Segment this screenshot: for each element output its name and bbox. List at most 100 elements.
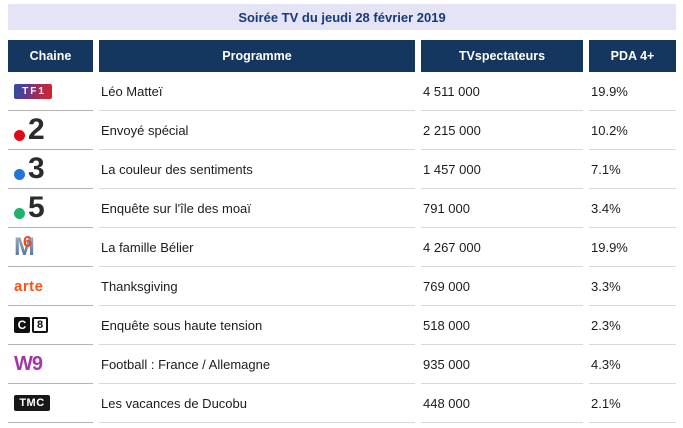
viewers-cell: 448 000: [421, 384, 583, 423]
france-3-digit: 3: [28, 152, 45, 185]
pda-cell: 3.3%: [589, 267, 676, 306]
pda-value: 4.3%: [591, 356, 621, 372]
programme-title: Enquête sur l'île des moaï: [101, 200, 251, 216]
viewers-value: 1 457 000: [423, 161, 481, 177]
viewers-value: 935 000: [423, 356, 470, 372]
channel-logo-cell-arte: arte: [8, 267, 93, 306]
programme-cell: La famille Bélier: [99, 228, 415, 267]
m6-letter-m: M: [14, 232, 35, 261]
france-3-logo: 3: [14, 154, 45, 184]
tmc-logo: TMC: [14, 395, 50, 411]
france-2-logo: 2: [14, 115, 45, 145]
table-row-france-2: 2 Envoyé spécial 2 215 000 10.2%: [8, 111, 676, 150]
table-row-arte: arte Thanksgiving 769 000 3.3%: [8, 267, 676, 306]
channel-logo-cell-tf1: TF1: [8, 72, 93, 111]
viewers-cell: 1 457 000: [421, 150, 583, 189]
viewers-cell: 2 215 000: [421, 111, 583, 150]
france-5-logo: 5: [14, 193, 45, 223]
tf1-logo: TF1: [14, 83, 52, 99]
programme-title: La couleur des sentiments: [101, 161, 253, 177]
france-2-digit: 2: [28, 113, 45, 146]
programme-cell: Enquête sous haute tension: [99, 306, 415, 345]
pda-cell: 2.1%: [589, 384, 676, 423]
table-row-tf1: TF1 Léo Matteï 4 511 000 19.9%: [8, 72, 676, 111]
france-5-digit: 5: [28, 191, 45, 224]
pda-cell: 19.9%: [589, 72, 676, 111]
viewers-value: 2 215 000: [423, 122, 481, 138]
programme-cell: Thanksgiving: [99, 267, 415, 306]
programme-cell: Envoyé spécial: [99, 111, 415, 150]
programme-title: La famille Bélier: [101, 239, 194, 255]
table-row-france-3: 3 La couleur des sentiments 1 457 000 7.…: [8, 150, 676, 189]
pda-cell: 4.3%: [589, 345, 676, 384]
c8-digit-eight: 8: [32, 317, 48, 333]
france-3-dot-icon: [14, 168, 25, 180]
pda-value: 7.1%: [591, 161, 621, 177]
c8-letter-c: C: [14, 317, 30, 333]
viewers-value: 769 000: [423, 278, 470, 294]
pda-value: 2.3%: [591, 317, 621, 333]
programme-cell: La couleur des sentiments: [99, 150, 415, 189]
programme-title: Léo Matteï: [101, 83, 163, 99]
w9-logo: W9: [14, 352, 43, 375]
programme-cell: Léo Matteï: [99, 72, 415, 111]
pda-value: 2.1%: [591, 395, 621, 411]
column-header-chaine: Chaine: [8, 40, 93, 72]
table-header-row: Chaine Programme TVspectateurs PDA 4+: [8, 40, 676, 72]
pda-value: 19.9%: [591, 239, 628, 255]
table-body: TF1 Léo Matteï 4 511 000 19.9% 2 Envoyé …: [8, 72, 676, 423]
programme-cell: Les vacances de Ducobu: [99, 384, 415, 423]
france-2-dot-icon: [14, 129, 25, 141]
viewers-value: 448 000: [423, 395, 470, 411]
pda-value: 10.2%: [591, 122, 628, 138]
programme-title: Les vacances de Ducobu: [101, 395, 247, 411]
pda-value: 3.4%: [591, 200, 621, 216]
viewers-value: 791 000: [423, 200, 470, 216]
m6-digit-six: 6: [23, 233, 32, 251]
column-header-tvspectateurs: TVspectateurs: [421, 40, 583, 72]
tv-ratings-table: Chaine Programme TVspectateurs PDA 4+ TF…: [8, 40, 676, 423]
pda-cell: 19.9%: [589, 228, 676, 267]
arte-logo: arte: [14, 277, 44, 295]
channel-logo-cell-france-2: 2: [8, 111, 93, 150]
column-header-programme: Programme: [99, 40, 415, 72]
channel-logo-cell-france-5: 5: [8, 189, 93, 228]
programme-cell: Football : France / Allemagne: [99, 345, 415, 384]
table-row-france-5: 5 Enquête sur l'île des moaï 791 000 3.4…: [8, 189, 676, 228]
pda-cell: 3.4%: [589, 189, 676, 228]
programme-title: Envoyé spécial: [101, 122, 189, 138]
pda-cell: 7.1%: [589, 150, 676, 189]
programme-cell: Enquête sur l'île des moaï: [99, 189, 415, 228]
pda-cell: 2.3%: [589, 306, 676, 345]
viewers-cell: 518 000: [421, 306, 583, 345]
viewers-value: 4 511 000: [423, 83, 480, 99]
channel-logo-cell-france-3: 3: [8, 150, 93, 189]
viewers-value: 4 267 000: [423, 239, 481, 255]
viewers-value: 518 000: [423, 317, 470, 333]
channel-logo-cell-tmc: TMC: [8, 384, 93, 423]
pda-cell: 10.2%: [589, 111, 676, 150]
viewers-cell: 4 267 000: [421, 228, 583, 267]
page-title: Soirée TV du jeudi 28 février 2019: [8, 4, 676, 30]
table-row-w9: W9 Football : France / Allemagne 935 000…: [8, 345, 676, 384]
programme-title: Football : France / Allemagne: [101, 356, 271, 372]
viewers-cell: 769 000: [421, 267, 583, 306]
viewers-cell: 4 511 000: [421, 72, 583, 111]
pda-value: 3.3%: [591, 278, 621, 294]
channel-logo-cell-w9: W9: [8, 345, 93, 384]
table-row-tmc: TMC Les vacances de Ducobu 448 000 2.1%: [8, 384, 676, 423]
viewers-cell: 935 000: [421, 345, 583, 384]
programme-title: Thanksgiving: [101, 278, 178, 294]
pda-value: 19.9%: [591, 83, 628, 99]
viewers-cell: 791 000: [421, 189, 583, 228]
column-header-pda: PDA 4+: [589, 40, 676, 72]
programme-title: Enquête sous haute tension: [101, 317, 263, 333]
france-5-dot-icon: [14, 207, 25, 219]
